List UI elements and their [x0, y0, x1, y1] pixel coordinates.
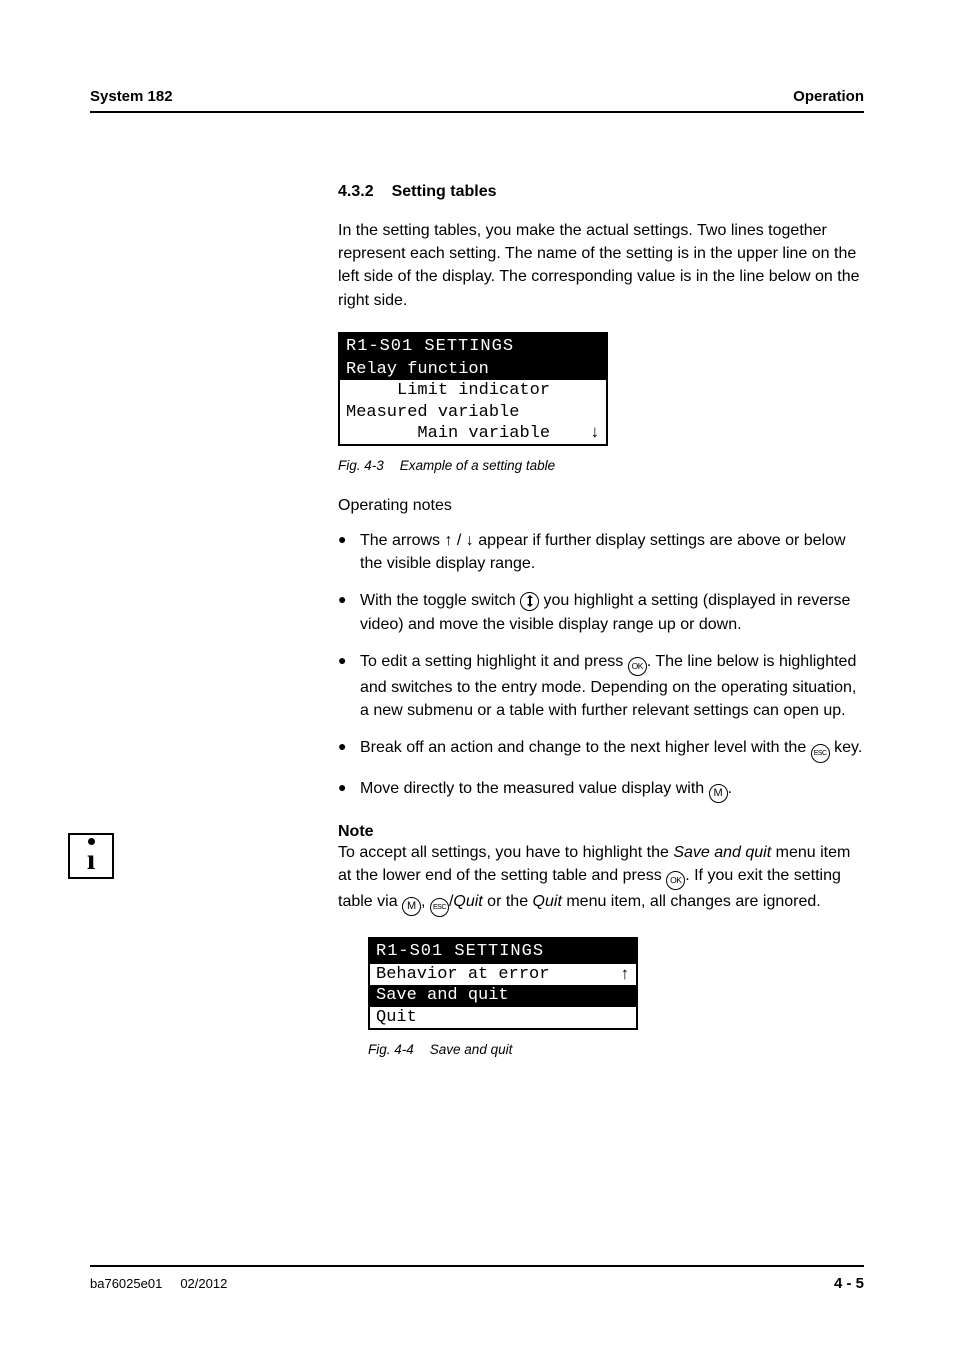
figure-1-caption: Fig. 4-3 Example of a setting table — [338, 458, 868, 473]
lcd-screenshot-2: R1-S01 SETTINGS Behavior at error↑ Open … — [368, 937, 638, 1030]
ok-key-icon: OK — [628, 657, 647, 676]
fig1-text: Example of a setting table — [400, 458, 555, 473]
lcd1-row2: Limit indicator — [340, 380, 606, 401]
lcd2-title: R1-S01 SETTINGS — [370, 939, 636, 964]
footer-date: 02/2012 — [180, 1276, 227, 1291]
lcd-screenshot-1: R1-S01 SETTINGS Relay function Limit ind… — [338, 332, 608, 446]
page-number: 5 — [856, 1275, 864, 1292]
fig2-text: Save and quit — [430, 1042, 513, 1057]
note-i1: Save and quit — [673, 844, 771, 861]
lcd1-title: R1-S01 SETTINGS — [340, 334, 606, 359]
intro-paragraph: In the setting tables, you make the actu… — [338, 219, 868, 312]
footer-left: ba76025e01 02/2012 — [90, 1276, 245, 1291]
section-heading: 4.3.2 Setting tables — [338, 183, 868, 201]
operating-notes-heading: Operating notes — [338, 497, 868, 515]
section-number: 4.3.2 — [338, 183, 374, 201]
fig2-num: Fig. 4-4 — [368, 1042, 414, 1057]
lcd1-row1: Relay function — [340, 359, 606, 380]
header-right: Operation — [793, 88, 864, 105]
bullet-1: The arrows ↑ / ↓ appear if further displ… — [338, 529, 868, 575]
footer-doc: ba76025e01 — [90, 1276, 162, 1291]
content-column: 4.3.2 Setting tables In the setting table… — [338, 183, 868, 1057]
b1-part-a: The arrows — [360, 532, 444, 549]
note-block: ı Note To accept all settings, you have … — [338, 823, 868, 917]
bullet-4: Break off an action and change to the ne… — [338, 736, 868, 763]
note-t7: menu item, all changes are ignored. — [562, 893, 821, 910]
b3-part-a: To edit a setting highlight it and press — [360, 653, 628, 670]
page-footer: ba76025e01 02/2012 4 - 5 — [90, 1265, 864, 1292]
note-t1: To accept all settings, you have to high… — [338, 844, 673, 861]
ok-key-icon-2: OK — [666, 871, 685, 890]
info-icon-stem: ı — [87, 845, 95, 875]
info-icon: ı — [68, 833, 114, 879]
fig1-num: Fig. 4-3 — [338, 458, 384, 473]
lcd1-row4: Main variable ↓ — [340, 423, 606, 444]
lcd2-row1: Behavior at error ↑ — [370, 964, 636, 985]
header-left: System 182 — [90, 88, 173, 105]
section-title: Setting tables — [392, 183, 497, 200]
page: System 182 Operation 4.3.2 Setting tables… — [0, 0, 954, 1350]
note-text: To accept all settings, you have to high… — [338, 841, 868, 917]
note-t4: , — [421, 893, 430, 910]
b4-part-a: Break off an action and change to the ne… — [360, 739, 811, 756]
lcd1-row3: Measured variable — [340, 402, 606, 423]
lcd2-row1-text: Behavior at error — [376, 965, 549, 984]
note-i3: Quit — [533, 893, 562, 910]
bullet-list: The arrows ↑ / ↓ appear if further displ… — [338, 529, 868, 803]
note-heading: Note — [338, 823, 868, 841]
page-prefix: 4 - — [834, 1275, 852, 1292]
footer-right: 4 - 5 — [834, 1275, 864, 1292]
b5-part-a: Move directly to the measured value disp… — [360, 780, 709, 797]
bullet-5: Move directly to the measured value disp… — [338, 777, 868, 803]
note-i2: Quit — [453, 893, 482, 910]
up-down-arrows: ↑ / ↓ — [444, 532, 473, 549]
toggle-switch-icon — [520, 592, 539, 611]
up-arrow-icon: ↑ — [620, 965, 630, 986]
figure-2-caption: Fig. 4-4 Save and quit — [368, 1042, 868, 1057]
page-header: System 182 Operation — [90, 88, 864, 113]
lcd2-row3: Save and quit — [370, 985, 636, 1006]
m-key-icon-2: M — [402, 897, 421, 916]
b4-part-b: key. — [830, 739, 863, 756]
lcd1-row2-text: Limit indicator — [397, 381, 550, 400]
bullet-3: To edit a setting highlight it and press… — [338, 650, 868, 722]
b5-part-b: . — [728, 780, 732, 797]
esc-key-icon: ESC — [811, 744, 830, 763]
lcd2-row4: Quit — [370, 1007, 636, 1028]
down-arrow-icon: ↓ — [590, 423, 600, 444]
b2-part-a: With the toggle switch — [360, 592, 520, 609]
info-icon-dot — [88, 838, 95, 845]
lcd1-row4-text: Main variable — [417, 424, 550, 443]
note-t6: or the — [483, 893, 533, 910]
esc-key-icon-2: ESC — [430, 898, 449, 917]
bullet-2: With the toggle switch you highlight a s… — [338, 589, 868, 635]
m-key-icon: M — [709, 784, 728, 803]
